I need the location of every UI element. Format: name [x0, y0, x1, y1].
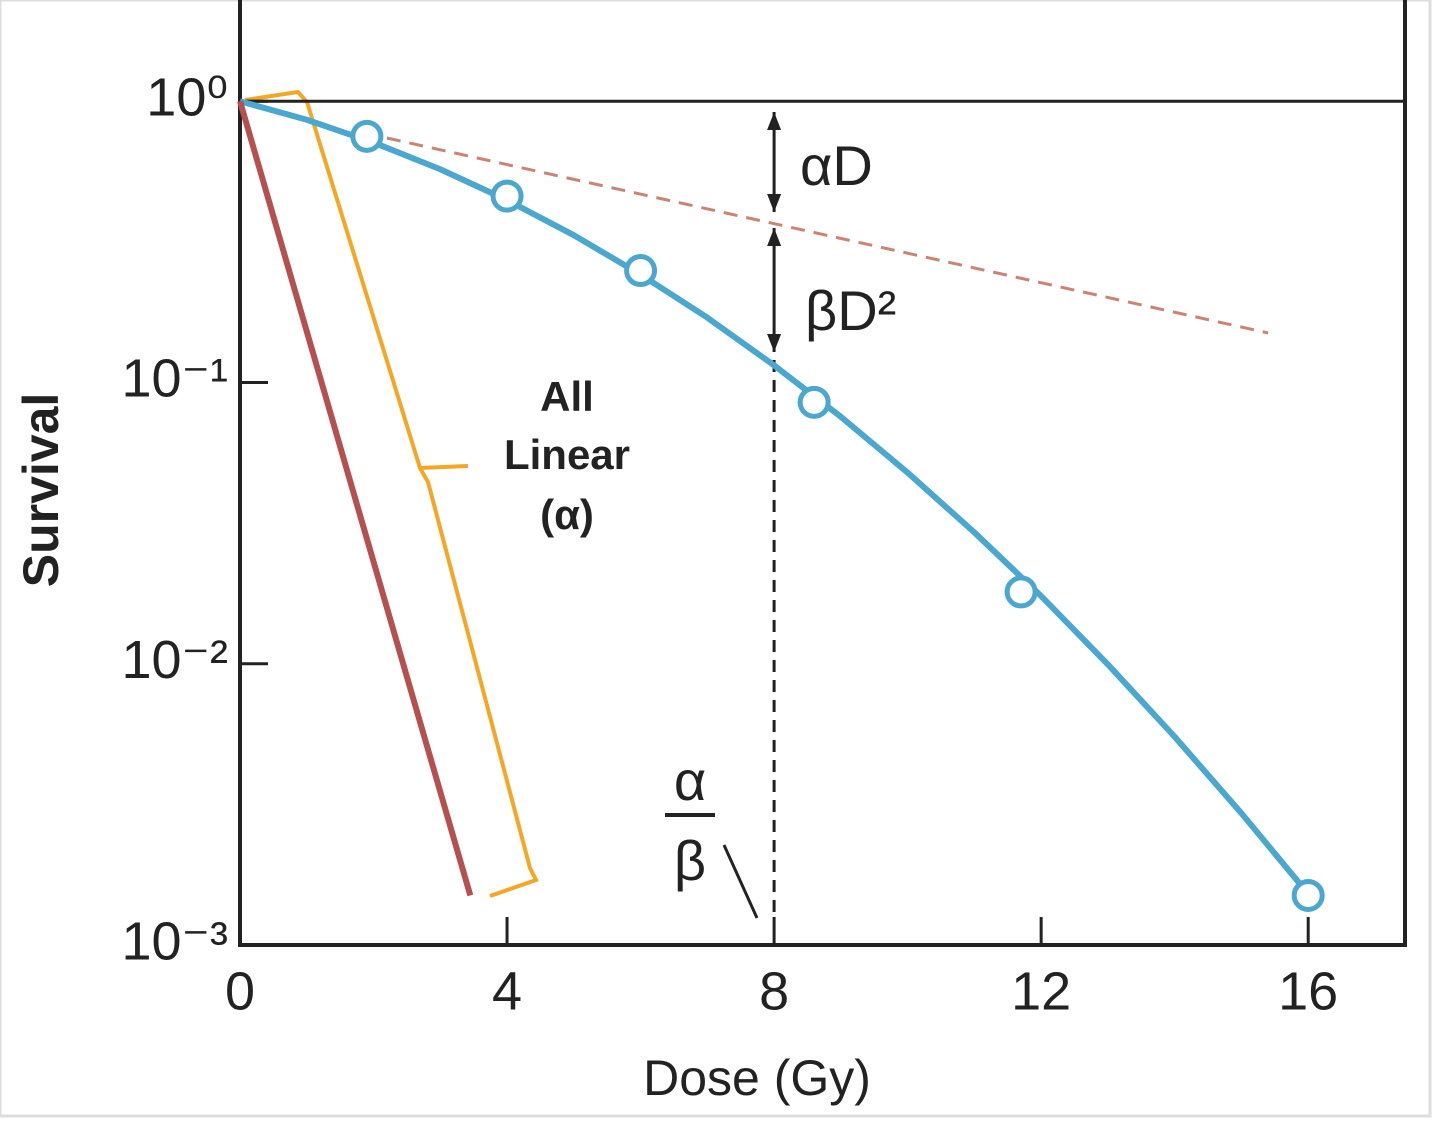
data-point: [490, 179, 524, 213]
arrow-head: [767, 228, 782, 246]
curve: [239, 98, 1311, 896]
arrow-head: [767, 112, 782, 130]
ratio-denominator: β: [674, 829, 706, 892]
x-tick-label: 8: [759, 961, 789, 1021]
y-tick-label: 10⁻¹: [121, 349, 228, 409]
y-axis-label: Survival: [13, 393, 69, 588]
arrow-head: [767, 334, 782, 352]
linear-label: (α): [540, 491, 594, 538]
plot-frame: [238, 0, 1407, 947]
data-point: [797, 385, 831, 419]
beta-d2-label: βD²: [805, 279, 896, 342]
x-tick-label: 12: [1011, 961, 1071, 1021]
linear-label: Linear: [504, 431, 630, 478]
alpha-d-label: αD: [800, 134, 873, 197]
y-tick-label: 10⁻³: [121, 911, 228, 971]
x-tick-label: 0: [225, 961, 255, 1021]
data-point: [350, 119, 384, 153]
data-point: [1004, 575, 1038, 609]
data-point: [1291, 878, 1325, 912]
x-tick-label: 4: [492, 961, 522, 1021]
curve: [386, 136, 1269, 335]
ratio-numerator: α: [674, 749, 706, 812]
curve: [237, 100, 474, 897]
data-point: [624, 254, 658, 288]
x-axis-label: Dose (Gy): [643, 1050, 871, 1106]
x-tick-label: 16: [1278, 961, 1338, 1021]
arrow-head: [767, 194, 782, 212]
linear-label: All: [540, 373, 594, 420]
ratio-pointer: [722, 844, 759, 919]
y-tick-label: 10⁻²: [121, 630, 228, 690]
y-tick-label: 10⁰: [146, 67, 228, 127]
